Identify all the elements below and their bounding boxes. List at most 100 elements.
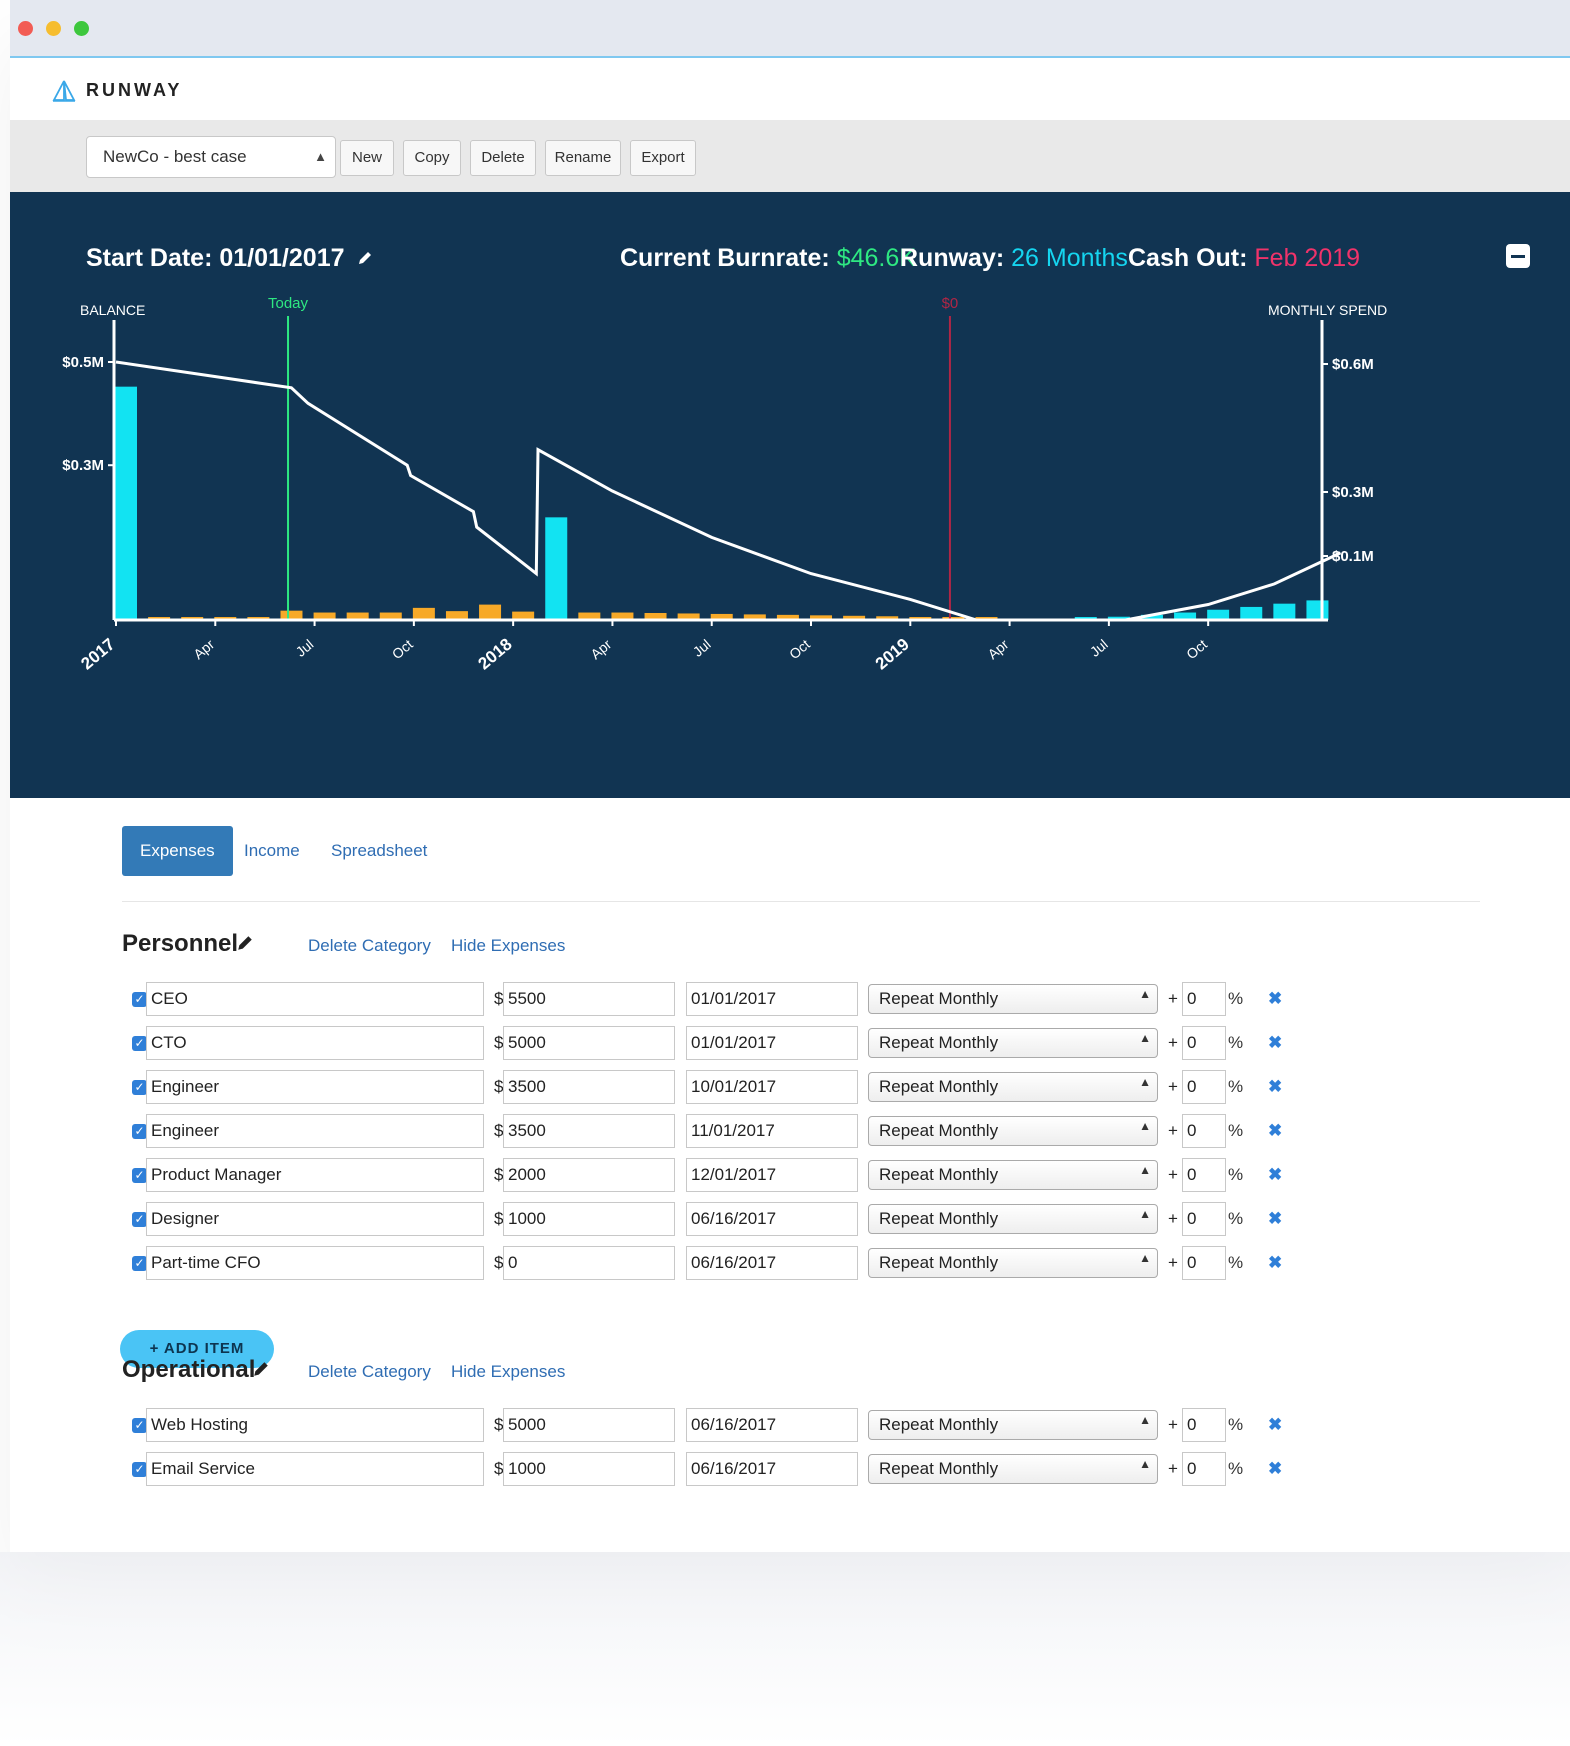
x-icon[interactable]: ✖: [1268, 989, 1283, 1008]
checkmark-icon[interactable]: ✓: [132, 1124, 147, 1139]
item-date-field[interactable]: 06/16/2017: [686, 1452, 858, 1486]
item-amount-field[interactable]: 3500: [503, 1070, 675, 1104]
growth-field[interactable]: 0: [1182, 982, 1226, 1016]
tab-expenses[interactable]: Expenses: [122, 826, 233, 876]
item-name-field[interactable]: Designer: [146, 1202, 484, 1236]
item-name-field[interactable]: Engineer: [146, 1070, 484, 1104]
pencil-icon[interactable]: [357, 250, 373, 266]
scenario-select[interactable]: NewCo - best case ▲: [86, 136, 336, 178]
growth-field[interactable]: 0: [1182, 1026, 1226, 1060]
item-name-field[interactable]: Product Manager: [146, 1158, 484, 1192]
item-amount-field[interactable]: 1000: [503, 1202, 675, 1236]
repeat-select-value: Repeat Monthly: [879, 989, 999, 1008]
close-window-icon[interactable]: [18, 21, 33, 36]
x-icon[interactable]: ✖: [1268, 1121, 1283, 1140]
pencil-icon[interactable]: [236, 934, 254, 952]
x-icon[interactable]: ✖: [1268, 1253, 1283, 1272]
repeat-select[interactable]: Repeat Monthly ▲: [868, 1248, 1158, 1278]
balance-axis-title: BALANCE: [80, 302, 146, 318]
app-window: RUNWAY NewCo - best case ▲ New Copy Dele…: [10, 0, 1570, 1552]
hide-expenses-link[interactable]: Hide Expenses: [451, 1362, 566, 1381]
item-amount-field[interactable]: 5000: [503, 1408, 675, 1442]
expense-row: ✓ Web Hosting $5000 06/16/2017 Repeat Monthl…: [122, 1408, 1482, 1442]
repeat-select[interactable]: Repeat Monthly ▲: [868, 1116, 1158, 1146]
hide-expenses-link[interactable]: Hide Expenses: [451, 936, 566, 955]
repeat-select-value: Repeat Monthly: [879, 1209, 999, 1228]
item-amount-field[interactable]: 5500: [503, 982, 675, 1016]
checkmark-icon[interactable]: ✓: [132, 1462, 147, 1477]
checkmark-icon[interactable]: ✓: [132, 1212, 147, 1227]
export-button[interactable]: Export: [630, 140, 696, 176]
item-date-field[interactable]: 12/01/2017: [686, 1158, 858, 1192]
x-icon[interactable]: ✖: [1268, 1459, 1283, 1478]
growth-field[interactable]: 0: [1182, 1246, 1226, 1280]
new-button[interactable]: New: [340, 140, 394, 176]
item-name-field[interactable]: Web Hosting: [146, 1408, 484, 1442]
x-icon[interactable]: ✖: [1268, 1033, 1283, 1052]
repeat-select[interactable]: Repeat Monthly ▲: [868, 1160, 1158, 1190]
repeat-select[interactable]: Repeat Monthly ▲: [868, 1410, 1158, 1440]
tab-spreadsheet[interactable]: Spreadsheet: [331, 841, 428, 860]
item-name-field[interactable]: Engineer: [146, 1114, 484, 1148]
growth-field[interactable]: 0: [1182, 1452, 1226, 1486]
app-name: RUNWAY: [86, 80, 183, 100]
plus-sign: +: [1168, 1165, 1178, 1184]
rename-button[interactable]: Rename: [545, 140, 621, 176]
item-amount-field[interactable]: 0: [503, 1246, 675, 1280]
item-date-field[interactable]: 01/01/2017: [686, 1026, 858, 1060]
percent-sign: %: [1228, 1209, 1244, 1228]
select-arrows-icon: ▲: [1139, 1207, 1151, 1221]
item-name-field[interactable]: Part-time CFO: [146, 1246, 484, 1280]
item-date-field[interactable]: 01/01/2017: [686, 982, 858, 1016]
growth-field[interactable]: 0: [1182, 1158, 1226, 1192]
delete-button[interactable]: Delete: [470, 140, 536, 176]
add-item-button[interactable]: + ADD ITEM: [120, 1330, 274, 1368]
x-icon[interactable]: ✖: [1268, 1077, 1283, 1096]
growth-field[interactable]: 0: [1182, 1114, 1226, 1148]
copy-button[interactable]: Copy: [403, 140, 461, 176]
checkmark-icon[interactable]: ✓: [132, 1080, 147, 1095]
checkmark-icon[interactable]: ✓: [132, 1036, 147, 1051]
checkmark-icon[interactable]: ✓: [132, 1418, 147, 1433]
x-icon[interactable]: ✖: [1268, 1209, 1283, 1228]
growth-field[interactable]: 0: [1182, 1070, 1226, 1104]
pencil-icon[interactable]: [252, 1360, 270, 1378]
item-amount-field[interactable]: 2000: [503, 1158, 675, 1192]
item-date-field[interactable]: 06/16/2017: [686, 1246, 858, 1280]
delete-category-link[interactable]: Delete Category: [308, 1362, 431, 1381]
item-name-field[interactable]: CTO: [146, 1026, 484, 1060]
repeat-select[interactable]: Repeat Monthly ▲: [868, 1204, 1158, 1234]
spend-bar: [512, 611, 535, 620]
repeat-select[interactable]: Repeat Monthly ▲: [868, 1028, 1158, 1058]
tab-income[interactable]: Income: [244, 841, 300, 860]
item-date-field[interactable]: 06/16/2017: [686, 1408, 858, 1442]
minimize-window-icon[interactable]: [46, 21, 61, 36]
repeat-select[interactable]: Repeat Monthly ▲: [868, 1454, 1158, 1484]
delete-category-link[interactable]: Delete Category: [308, 936, 431, 955]
growth-field[interactable]: 0: [1182, 1202, 1226, 1236]
item-date-field[interactable]: 11/01/2017: [686, 1114, 858, 1148]
plus-sign: +: [1168, 1121, 1178, 1140]
start-date-value[interactable]: 01/01/2017: [219, 244, 345, 272]
growth-field[interactable]: 0: [1182, 1408, 1226, 1442]
item-name-field[interactable]: Email Service: [146, 1452, 484, 1486]
balance-line: [115, 360, 1342, 622]
item-amount-field[interactable]: 1000: [503, 1452, 675, 1486]
item-date-field[interactable]: 10/01/2017: [686, 1070, 858, 1104]
repeat-select[interactable]: Repeat Monthly ▲: [868, 1072, 1158, 1102]
item-amount-field[interactable]: 3500: [503, 1114, 675, 1148]
item-date-field[interactable]: 06/16/2017: [686, 1202, 858, 1236]
repeat-select[interactable]: Repeat Monthly ▲: [868, 984, 1158, 1014]
checkmark-icon[interactable]: ✓: [132, 992, 147, 1007]
burnrate-label: Current Burnrate:: [620, 244, 830, 272]
minus-icon[interactable]: [1506, 244, 1530, 268]
x-icon[interactable]: ✖: [1268, 1415, 1283, 1434]
maximize-window-icon[interactable]: [74, 21, 89, 36]
spend-bar: [545, 517, 568, 620]
x-icon[interactable]: ✖: [1268, 1165, 1283, 1184]
checkmark-icon[interactable]: ✓: [132, 1256, 147, 1271]
item-amount-field[interactable]: 5000: [503, 1026, 675, 1060]
item-name-field[interactable]: CEO: [146, 982, 484, 1016]
checkmark-icon[interactable]: ✓: [132, 1168, 147, 1183]
scenario-select-value: NewCo - best case: [103, 147, 247, 166]
